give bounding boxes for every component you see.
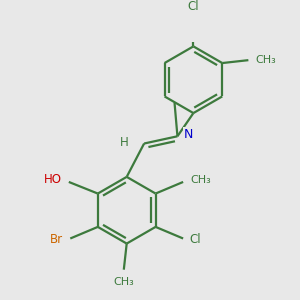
Text: CH₃: CH₃	[256, 55, 276, 65]
Text: HO: HO	[44, 172, 62, 185]
Text: H: H	[119, 136, 128, 148]
Text: Br: Br	[50, 233, 63, 246]
Text: CH₃: CH₃	[113, 277, 134, 287]
Text: CH₃: CH₃	[190, 176, 211, 185]
Text: Cl: Cl	[189, 233, 201, 246]
Text: Cl: Cl	[188, 0, 199, 13]
Text: N: N	[184, 128, 193, 141]
